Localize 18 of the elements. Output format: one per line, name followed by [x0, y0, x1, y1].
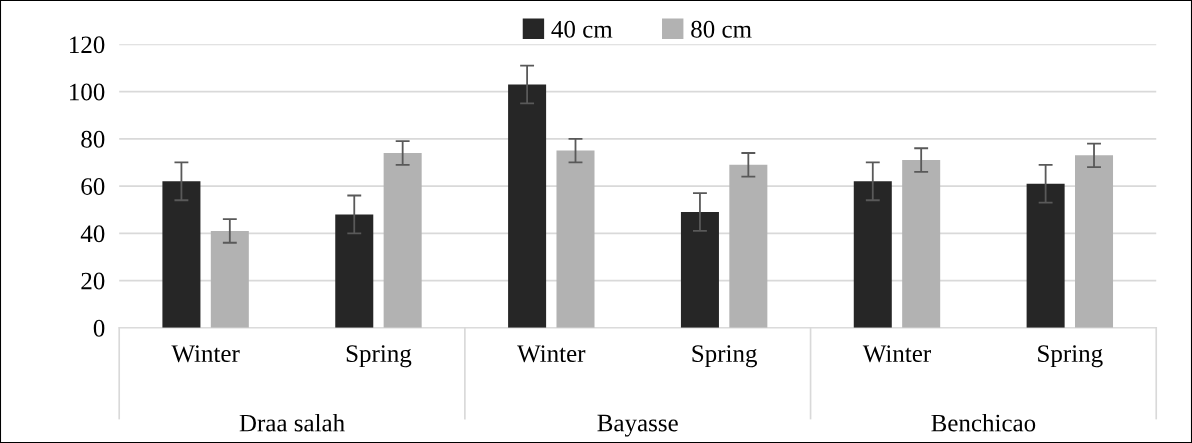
y-tick-label: 40	[80, 225, 105, 243]
text: Benchicao	[931, 413, 1036, 432]
x-tick-label: Spring	[692, 345, 757, 368]
y-tick-label: 0	[93, 319, 105, 337]
y-tick-label: 80	[81, 130, 105, 148]
y-tick-label: 20	[81, 272, 105, 290]
text: Bayasse	[597, 414, 678, 437]
legend-label: 40 cm	[551, 20, 613, 38]
x-tick-label: Spring	[346, 345, 412, 368]
text: Draa salah	[239, 413, 345, 432]
x-tick-label: Spring	[1038, 345, 1103, 368]
x-tick-label: Winter	[171, 345, 240, 363]
x-tick-label: Winter	[517, 345, 586, 363]
x-tick-label: Winter	[862, 345, 931, 363]
y-tick-label: 60	[81, 178, 105, 195]
y-tick-label: 100	[70, 83, 105, 101]
legend-label: 80 cm	[691, 20, 752, 38]
y-tick-label: 120	[70, 36, 105, 54]
